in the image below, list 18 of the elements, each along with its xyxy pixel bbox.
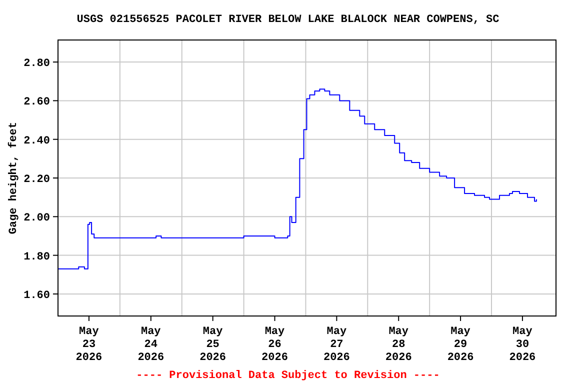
y-tick-label: 2.60 xyxy=(24,96,50,109)
y-tick-label: 2.80 xyxy=(24,58,50,70)
y-tick-label: 1.60 xyxy=(24,290,50,302)
x-tick-label: May 29 2026 xyxy=(447,326,474,364)
x-tick-label: May 30 2026 xyxy=(509,326,536,364)
y-tick-label: 2.40 xyxy=(24,135,50,148)
y-tick-label: 2.00 xyxy=(24,212,50,225)
x-tick-label: May 26 2026 xyxy=(262,326,288,364)
y-tick-label: 2.20 xyxy=(24,174,50,186)
x-tick-label: May 28 2026 xyxy=(385,326,412,364)
y-axis-title: Gage height, feet xyxy=(7,122,20,234)
text: ---- Provisional Data Subject to Revision ---- xyxy=(136,370,440,382)
x-tick-label: May 24 2026 xyxy=(138,326,164,364)
x-tick-label: May 27 2026 xyxy=(323,326,350,364)
y-tick-label: 1.80 xyxy=(24,251,50,264)
x-tick-label: May 23 2026 xyxy=(76,326,102,364)
chart-title: USGS 021556525 PACOLET RIVER BELOW LAKE BLALOCK NEAR COWPENS, SC xyxy=(76,14,500,26)
x-tick-label: May 25 2026 xyxy=(200,326,226,364)
